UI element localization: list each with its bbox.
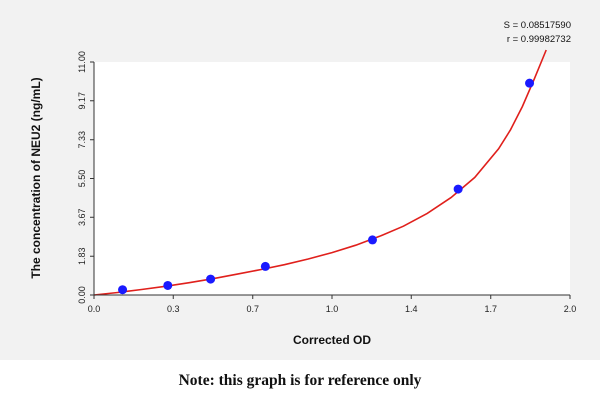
data-point — [367, 235, 377, 245]
x-tick-label: 2.0 — [564, 304, 577, 314]
reference-note: Note: this graph is for reference only — [178, 372, 422, 389]
x-tick-layer: 0.0 0.3 0.7 1.0 1.4 1.7 2.0 — [88, 295, 577, 314]
x-tick-label: 0.3 — [167, 304, 180, 314]
y-axis-title: The concentration of NEU2 (ng/mL) — [29, 77, 43, 278]
x-tick-label: 0.0 — [88, 304, 101, 314]
data-point — [118, 285, 128, 295]
x-tick-label: 1.4 — [405, 304, 418, 314]
x-tick-label: 0.7 — [246, 304, 259, 314]
fit-curve-layer — [93, 49, 547, 296]
y-tick-label: 11.00 — [77, 51, 87, 73]
chart: 0.0 0.3 0.7 1.0 1.4 1.7 2.0 0.00 1.83 3.67 5.50 7.… — [29, 20, 577, 347]
data-point — [163, 280, 173, 290]
y-tick-label: 1.83 — [77, 247, 87, 265]
x-axis-title: Corrected OD — [293, 333, 371, 347]
y-tick-label: 9.17 — [77, 92, 87, 110]
stat-s: S = 0.08517590 — [504, 20, 571, 31]
data-point — [260, 261, 270, 271]
y-tick-layer: 0.00 1.83 3.67 5.50 7.33 9.17 11.00 — [77, 51, 94, 304]
x-tick-label: 1.0 — [326, 304, 339, 314]
data-point — [525, 78, 535, 88]
points-layer — [118, 78, 535, 295]
y-tick-label: 3.67 — [77, 208, 87, 226]
plot-area — [94, 62, 570, 295]
fit-curve — [93, 49, 547, 296]
stat-r: r = 0.99982732 — [507, 34, 571, 45]
y-tick-label: 5.50 — [77, 170, 87, 188]
data-point — [453, 184, 463, 194]
y-tick-label: 0.00 — [77, 286, 87, 304]
data-point — [206, 274, 216, 284]
y-tick-label: 7.33 — [77, 131, 87, 149]
x-tick-label: 1.7 — [484, 304, 497, 314]
